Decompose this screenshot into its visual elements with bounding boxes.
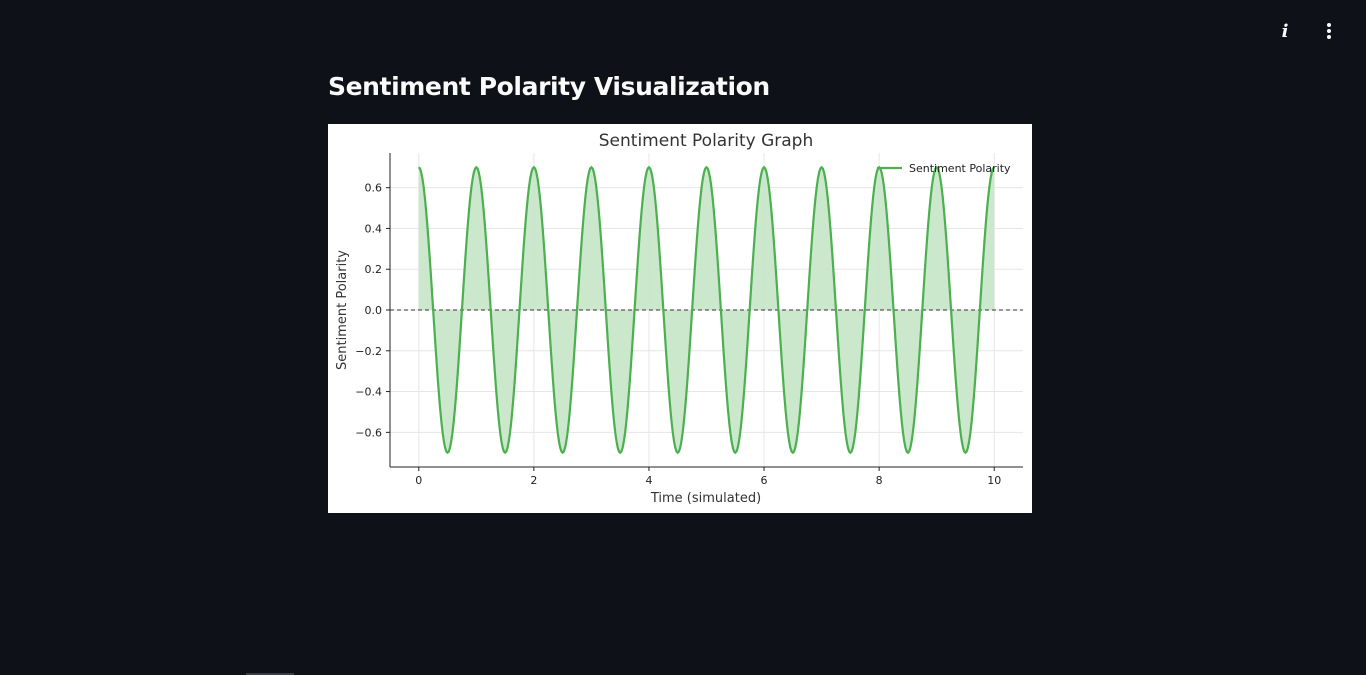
x-tick-label: 2	[530, 474, 537, 487]
y-tick-label: −0.4	[355, 386, 382, 399]
y-ticks: −0.6 −0.4 −0.2 0.0 0.2 0.4 0.6	[355, 182, 390, 440]
main-menu-button[interactable]	[1318, 18, 1340, 44]
x-tick-label: 8	[876, 474, 883, 487]
info-button[interactable]: i	[1274, 18, 1296, 44]
x-tick-label: 0	[415, 474, 422, 487]
kebab-menu-icon	[1326, 22, 1332, 40]
page-title: Sentiment Polarity Visualization	[328, 72, 770, 101]
y-tick-label: 0.6	[365, 182, 383, 195]
y-tick-label: −0.2	[355, 345, 382, 358]
sentiment-chart: Sentiment Polarity Graph 0 2 4 6 8 10 −0.6−0.…	[328, 124, 1032, 513]
chart-image: Sentiment Polarity Graph 0 2 4 6 8 10 −0.6 −0.…	[328, 124, 1032, 513]
x-axis-label: Time (simulated)	[650, 491, 761, 506]
y-tick-label: −0.6	[355, 426, 382, 439]
x-ticks: 0 2 4 6 8 10	[415, 467, 1001, 487]
legend-label: Sentiment Polarity	[909, 162, 1011, 175]
app-toolbar: i	[1274, 18, 1340, 44]
y-axis-label: Sentiment Polarity	[335, 250, 350, 370]
legend: Sentiment Polarity	[877, 162, 1011, 175]
y-tick-label: 0.2	[365, 263, 383, 276]
chart-title: Sentiment Polarity Graph	[599, 131, 813, 151]
info-icon: i	[1282, 21, 1289, 42]
x-tick-label: 10	[987, 474, 1001, 487]
y-tick-label: 0.4	[365, 222, 383, 235]
y-tick-label: 0.0	[365, 304, 383, 317]
x-tick-label: 6	[761, 474, 768, 487]
x-tick-label: 4	[645, 474, 652, 487]
